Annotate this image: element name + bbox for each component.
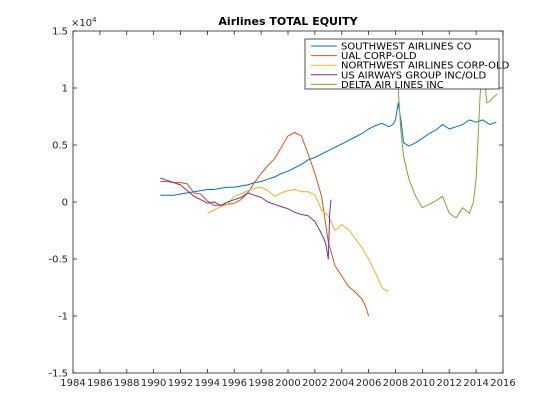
x-tick-label: 2010: [410, 378, 435, 389]
y-tick-label: -1.5: [48, 369, 68, 380]
y-tick-label: 1: [62, 84, 68, 95]
ticks-layer: 1984 1986 1988 1990 1992 1994 1996 1998 2000 2002…: [48, 27, 515, 390]
x-tick-label: 2006: [356, 378, 381, 389]
x-tick-label: 2000: [275, 378, 300, 389]
x-tick-label: 1990: [141, 378, 166, 389]
x-tick-label: 2016: [490, 378, 515, 389]
y-tick-label: -1: [58, 312, 68, 323]
y-tick-label: 0.5: [52, 141, 68, 152]
series-line-4: [160, 177, 332, 260]
x-tick-label: 1986: [87, 378, 112, 389]
x-tick-label: 2008: [383, 378, 408, 389]
chart-title: Airlines TOTAL EQUITY: [218, 15, 358, 28]
y-tick-label: -0.5: [48, 255, 68, 266]
x-tick-label: 1988: [114, 378, 139, 389]
legend-label: UAL CORP-OLD: [341, 51, 417, 62]
legend-label: SOUTHWEST AIRLINES CO: [341, 42, 472, 53]
x-tick-label: 2014: [463, 378, 488, 389]
series-line-3: [207, 186, 389, 292]
y-axis-exponent: ×104: [71, 16, 97, 29]
x-tick-label: 1992: [168, 378, 193, 389]
legend-box: [304, 38, 500, 90]
legend-label: US AIRWAYS GROUP INC/OLD: [341, 70, 487, 81]
x-tick-label: 1984: [60, 378, 85, 389]
legend-label: DELTA AIR LINES INC: [341, 80, 444, 91]
series-line-1: [160, 102, 497, 196]
y-exponent-power: 4: [92, 16, 97, 24]
y-tick-label: 0: [62, 198, 68, 209]
y-tick-label: 1.5: [52, 27, 68, 38]
legend-label: NORTHWEST AIRLINES CORP-OLD: [341, 61, 510, 72]
series-line-2: [160, 132, 370, 317]
x-tick-label: 2004: [329, 378, 354, 389]
x-tick-label: 1996: [222, 378, 247, 389]
x-tick-label: 1994: [195, 378, 220, 389]
y-exponent-base: ×10: [71, 18, 92, 29]
x-tick-label: 1998: [248, 378, 273, 389]
x-tick-label: 2002: [302, 378, 327, 389]
series-layer: [160, 42, 498, 317]
x-tick-label: 2012: [437, 378, 462, 389]
